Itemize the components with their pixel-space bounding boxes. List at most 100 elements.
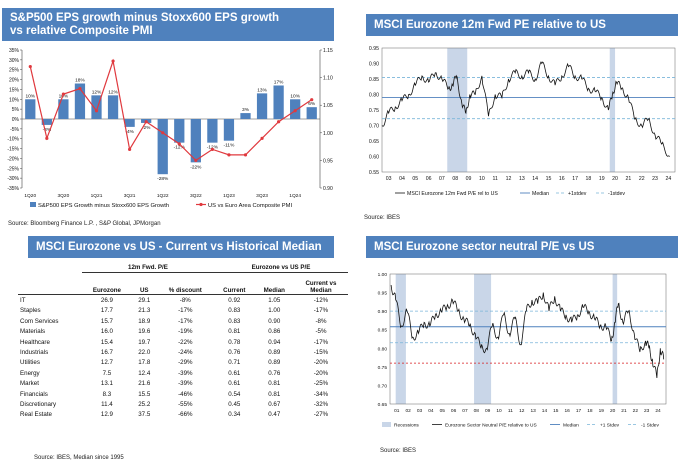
row-discount: -24% xyxy=(178,349,193,357)
pmi-point xyxy=(144,120,148,124)
recession-band xyxy=(609,48,616,172)
bar xyxy=(223,119,235,141)
recession-band xyxy=(474,274,492,404)
panel3-source: Source: IBES, Median since 1995 xyxy=(34,455,124,461)
row-eurozone-pe: 16.0 xyxy=(100,328,113,336)
pmi-point xyxy=(210,147,214,151)
pmi-point xyxy=(177,142,181,146)
legend-line-label: US vs Euro Area Composite PMI xyxy=(208,203,292,209)
x-tick-label: 10 xyxy=(496,408,502,414)
panel2-title: MSCI Eurozone 12m Fwd PE relative to US xyxy=(374,19,606,31)
x-tick-label: 1Q24 xyxy=(289,193,301,199)
x-tick-label: 21 xyxy=(621,408,627,414)
row-eurozone-pe: 12.9 xyxy=(100,411,113,419)
legend-median-label: Median xyxy=(563,423,579,429)
panel1-title-line1: S&P500 EPS growth minus Stoxx600 EPS gro… xyxy=(10,12,280,24)
pmi-point xyxy=(227,153,231,157)
row-current-vs-median: -12% xyxy=(313,297,329,305)
col-discount: % discount xyxy=(156,272,214,296)
row-eurozone-pe: 7.5 xyxy=(102,369,112,377)
panel3-title: MSCI Eurozone vs US - Current vs Histori… xyxy=(36,241,322,253)
legend-bar-swatch xyxy=(30,202,36,207)
x-tick-label: 17 xyxy=(576,408,582,414)
row-current: 0.71 xyxy=(228,359,241,367)
bar-data-label: 13% xyxy=(257,87,267,93)
row-us-pe: 22.0 xyxy=(138,349,151,357)
row-current: 0.34 xyxy=(228,411,241,419)
row-current: 0.78 xyxy=(228,338,241,346)
row-median: 1.00 xyxy=(268,307,281,315)
legend-series-label: Eurozone Sector Neutral P/E relative to … xyxy=(445,423,537,429)
row-current-vs-median: -5% xyxy=(315,328,327,336)
row-median: 0.76 xyxy=(268,369,281,377)
row-eurozone-pe: 8.3 xyxy=(102,390,112,398)
row-eurozone-pe: 17.7 xyxy=(100,307,113,315)
pmi-point xyxy=(194,158,198,162)
legend-series-label: MSCI Eurozone 12m Fwd P/E rel to US xyxy=(407,191,498,197)
y-tick-label: 0.55 xyxy=(369,170,379,176)
table-row: Utilities 12.7 17.8 -29% 0.71 0.89 -20% xyxy=(18,358,348,368)
panel1-title-line2: vs relative Composite PMI xyxy=(10,25,153,37)
bar xyxy=(174,119,185,143)
bar xyxy=(124,119,135,127)
row-us-pe: 15.5 xyxy=(138,390,151,398)
bar-data-label: 12% xyxy=(108,89,118,95)
row-sector-name: Financials xyxy=(20,390,48,398)
x-tick-label: 21 xyxy=(625,176,631,182)
x-tick-label: 14 xyxy=(532,176,538,182)
row-current-vs-median: -27% xyxy=(313,411,329,419)
row-eurozone-pe: 15.7 xyxy=(100,317,113,325)
row-current: 0.61 xyxy=(228,369,241,377)
x-tick-label: 04 xyxy=(399,176,405,182)
row-sector-name: Com Services xyxy=(20,317,59,325)
pmi-point xyxy=(61,92,65,96)
sector-neutral-pe-chart: 1.00 0.95 0.90 0.85 0.80 0.75 0.70 0.65 01 02 03 04… xyxy=(378,272,667,429)
panel4-header: MSCI Eurozone sector neutral P/E vs US xyxy=(366,236,678,258)
row-current: 0.83 xyxy=(228,317,241,325)
table-row: Energy 7.5 12.4 -39% 0.61 0.76 -20% xyxy=(18,368,348,378)
x-tick-label: 23 xyxy=(652,176,658,182)
pmi-point xyxy=(94,109,99,113)
y-tick-label: 0.85 xyxy=(378,328,388,334)
bar-data-label: 10% xyxy=(290,93,300,99)
row-sector-name: Staples xyxy=(20,307,41,315)
row-median: 1.05 xyxy=(268,297,281,305)
row-eurozone-pe: 26.9 xyxy=(100,297,113,305)
y-tick-label: -30% xyxy=(7,176,19,182)
bar-data-label: -12% xyxy=(174,145,186,151)
x-tick-label: 3Q23 xyxy=(256,193,268,199)
bar xyxy=(157,119,168,175)
x-tick-label: 17 xyxy=(572,176,578,182)
pmi-point xyxy=(45,136,49,140)
y-tick-label: 0.95 xyxy=(369,46,379,52)
row-eurozone-pe: 11.4 xyxy=(101,400,113,408)
row-us-pe: 19.7 xyxy=(138,338,151,346)
pmi-point xyxy=(243,153,248,157)
x-tick-label: 13 xyxy=(519,176,525,182)
y-tick-label: -15% xyxy=(7,147,19,153)
y-tick-label: 0.80 xyxy=(378,346,388,352)
bar-data-label: 3% xyxy=(242,107,250,113)
recession-band xyxy=(612,274,618,404)
x-tick-label: 11 xyxy=(493,176,498,182)
pmi-point xyxy=(28,64,32,69)
legend-minus-sd-label: -1 Stdev xyxy=(641,423,659,429)
x-tick-label: 18 xyxy=(587,408,593,414)
bar xyxy=(91,95,102,119)
row-discount: -55% xyxy=(178,400,193,408)
table-row: Com Services 15.7 18.9 -17% 0.83 0.90 -8% xyxy=(18,316,348,326)
pmi-point xyxy=(111,59,115,63)
bar xyxy=(107,95,119,119)
row-us-pe: 25.2 xyxy=(138,400,151,408)
row-current-vs-median: -32% xyxy=(313,400,329,408)
y2-tick-label: 1.05 xyxy=(323,103,333,109)
bar xyxy=(256,93,268,119)
y-tick-label: -20% xyxy=(7,156,19,162)
x-tick-label: 05 xyxy=(440,408,446,414)
col-current: Current xyxy=(213,272,255,296)
legend-median-label: Median xyxy=(532,191,549,197)
row-eurozone-pe: 13.1 xyxy=(100,380,113,388)
y2-tick-label: 1.15 xyxy=(323,48,333,54)
row-current-vs-median: -17% xyxy=(313,307,329,315)
y-tick-label: 5% xyxy=(12,107,20,113)
